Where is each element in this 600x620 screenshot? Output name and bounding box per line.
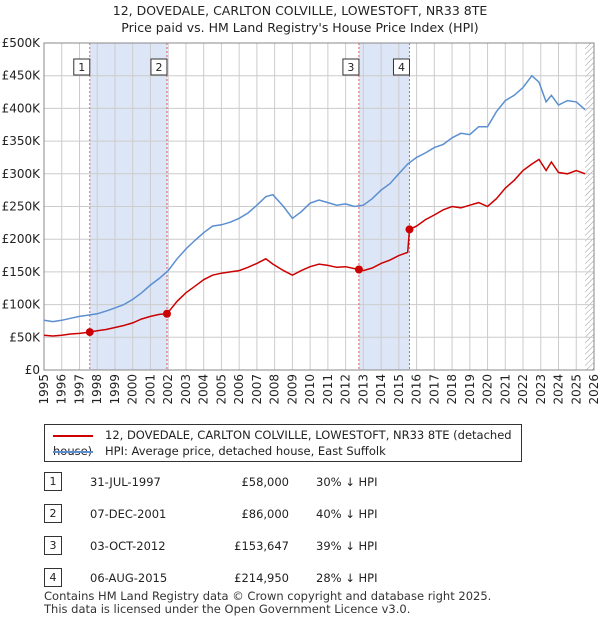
- transaction-point: [162, 309, 171, 318]
- x-tick-label: 1999: [108, 374, 122, 405]
- footer: Contains HM Land Registry data © Crown c…: [44, 590, 491, 616]
- chart-title: 12, DOVEDALE, CARLTON COLVILLE, LOWESTOF…: [112, 3, 488, 18]
- y-tick-label: £200K: [2, 232, 42, 246]
- y-tick-label: £450K: [2, 69, 42, 83]
- y-tick-label: £300K: [2, 167, 42, 181]
- plot-border: [43, 42, 595, 371]
- x-tick-label: 2019: [463, 374, 477, 405]
- x-tick-label: 2006: [232, 374, 246, 405]
- x-tick-label: 2012: [339, 374, 353, 405]
- x-tick-label: 1997: [72, 374, 86, 405]
- y-tick-label: £250K: [2, 200, 42, 214]
- sale-number-badge: 1: [44, 472, 62, 491]
- transaction-label: 1: [78, 61, 85, 74]
- sale-price: £214,950: [234, 571, 289, 585]
- x-tick-label: 2024: [552, 374, 566, 405]
- sale-date: 03-OCT-2012: [90, 539, 166, 553]
- y-tick-label: £350K: [2, 134, 42, 148]
- sale-date: 06-AUG-2015: [90, 571, 168, 585]
- transaction-point: [405, 225, 414, 234]
- x-tick-label: 2014: [374, 374, 388, 405]
- x-tick-label: 2004: [197, 374, 211, 405]
- y-tick-label: £50K: [9, 330, 41, 344]
- x-tick-label: 2023: [534, 374, 548, 405]
- x-tick-label: 2013: [356, 374, 370, 405]
- x-tick-label: 2015: [392, 374, 406, 405]
- sale-row: 4 06-AUG-2015 £214,950 28% ↓ HPI: [44, 568, 584, 588]
- sale-row: 1 31-JUL-1997 £58,000 30% ↓ HPI: [44, 472, 584, 492]
- y-tick-label: £400K: [2, 101, 42, 115]
- x-tick-label: 1998: [90, 374, 104, 405]
- transaction-label-box: [392, 58, 410, 76]
- sale-row: 2 07-DEC-2001 £86,000 40% ↓ HPI: [44, 504, 584, 524]
- x-tick-label: 2008: [268, 374, 282, 405]
- legend-blue-swatch: [53, 450, 93, 453]
- x-tick-label: 2018: [445, 374, 459, 405]
- transaction-point: [85, 328, 94, 337]
- transaction-label: 2: [155, 61, 162, 74]
- x-tick-label: 2003: [179, 374, 193, 405]
- sale-number-badge: 2: [44, 504, 62, 523]
- footer-licence: This data is licensed under the Open Gov…: [44, 602, 411, 616]
- sale-hpi-diff: 40% ↓ HPI: [316, 507, 378, 521]
- legend-red-swatch: [53, 434, 93, 437]
- transaction-label-box: [73, 58, 91, 76]
- sale-row: 3 03-OCT-2012 £153,647 39% ↓ HPI: [44, 536, 584, 556]
- transaction-label-box: [342, 58, 360, 76]
- legend-label-hpi: HPI: Average price, detached house, East…: [105, 444, 386, 458]
- property-price-line: [43, 158, 586, 337]
- x-tick-label: 2001: [143, 374, 157, 405]
- footer-copyright: Contains HM Land Registry data © Crown c…: [44, 589, 492, 603]
- sale-number-badge: 3: [44, 536, 62, 555]
- sale-price: £58,000: [241, 475, 289, 489]
- chart-subtitle: Price paid vs. HM Land Registry's House …: [121, 20, 479, 35]
- sale-price: £86,000: [241, 507, 289, 521]
- y-tick-label: £150K: [2, 265, 42, 279]
- x-tick-label: 2011: [321, 374, 335, 405]
- transaction-label: 3: [347, 61, 354, 74]
- y-tick-label: £0: [25, 363, 40, 377]
- transaction-label: 4: [398, 61, 405, 74]
- x-tick-label: 2022: [516, 374, 530, 405]
- x-tick-label: 2007: [250, 374, 264, 405]
- sale-hpi-diff: 28% ↓ HPI: [316, 571, 378, 585]
- x-tick-label: 1995: [37, 374, 51, 405]
- sale-hpi-diff: 39% ↓ HPI: [316, 539, 378, 553]
- transaction-point: [354, 265, 363, 274]
- sale-number-badge: 4: [44, 568, 62, 587]
- sale-date: 31-JUL-1997: [90, 475, 161, 489]
- sale-date: 07-DEC-2001: [90, 507, 167, 521]
- x-tick-label: 2021: [498, 374, 512, 405]
- y-tick-label: £500K: [2, 36, 42, 50]
- x-tick-label: 2025: [569, 374, 583, 405]
- x-tick-label: 1996: [55, 374, 69, 405]
- x-tick-label: 2020: [481, 374, 495, 405]
- legend: 12, DOVEDALE, CARLTON COLVILLE, LOWESTOF…: [44, 424, 522, 462]
- transaction-label-box: [150, 58, 168, 76]
- y-tick-label: £100K: [2, 298, 42, 312]
- x-tick-label: 2010: [303, 374, 317, 405]
- x-tick-label: 2000: [126, 374, 140, 405]
- x-tick-label: 2016: [410, 374, 424, 405]
- hpi-line: [43, 74, 586, 323]
- x-tick-label: 2017: [427, 374, 441, 405]
- legend-item-property: 12, DOVEDALE, CARLTON COLVILLE, LOWESTOF…: [53, 427, 521, 458]
- price-chart: 1 2 3 4 £0 £50K £100K £150K £200K £250K £300K £350K…: [2, 36, 600, 405]
- legend-item-hpi: HPI: Average price, detached house, East…: [53, 443, 386, 459]
- x-tick-label: 2026: [587, 374, 600, 405]
- x-tick-label: 2002: [161, 374, 175, 405]
- sale-hpi-diff: 30% ↓ HPI: [316, 475, 378, 489]
- x-tick-label: 2009: [285, 374, 299, 405]
- sale-price: £153,647: [234, 539, 289, 553]
- x-tick-label: 2005: [214, 374, 228, 405]
